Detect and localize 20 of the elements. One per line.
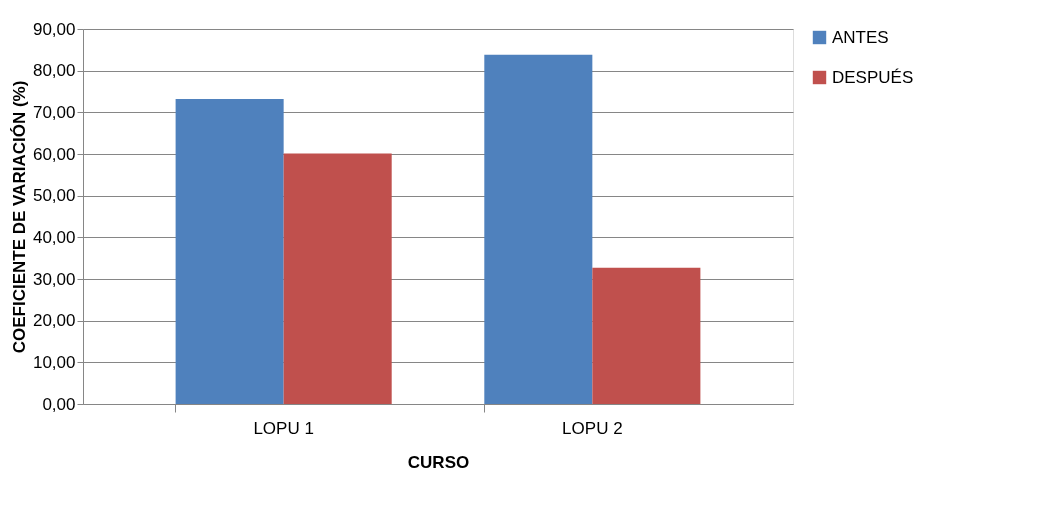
y-tick-label: 30,00 [32,269,76,289]
y-tick-label: 50,00 [32,186,76,206]
legend-label: DESPUÉS [832,67,914,87]
y-tick-label: 70,00 [32,102,76,122]
x-tick-label: LOPU 2 [562,418,623,438]
x-tick-label: LOPU 1 [253,418,314,438]
bar [592,267,701,404]
bar [283,153,392,404]
y-tick-label: 0,00 [42,394,76,414]
bar [175,99,284,404]
y-tick-label: 80,00 [32,61,76,81]
bar [484,54,593,404]
y-tick-label: 20,00 [32,311,76,331]
y-tick-label: 60,00 [32,144,76,164]
y-axis-title: COEFICIENTE DE VARIACIÓN (%) [9,80,29,354]
y-tick-label: 40,00 [32,227,76,247]
x-axis-title: CURSO [407,452,470,472]
y-tick-label: 90,00 [32,19,76,39]
legend-label: ANTES [832,27,889,47]
y-tick-label: 10,00 [32,352,76,372]
